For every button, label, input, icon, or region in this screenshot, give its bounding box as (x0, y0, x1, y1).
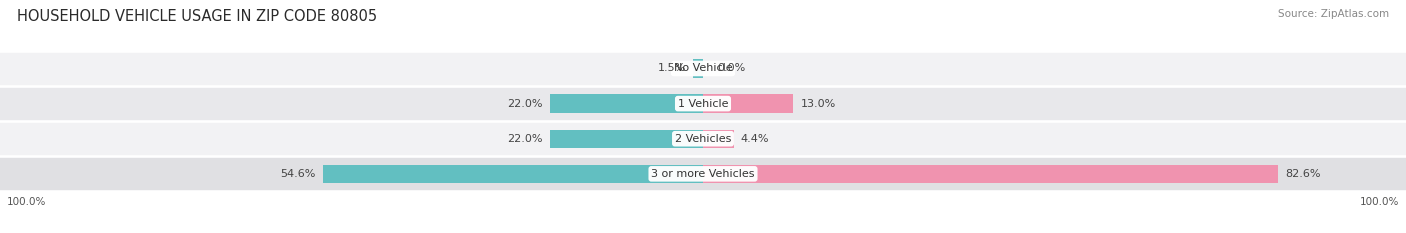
Bar (550, 94, 703, 113)
Bar (0, 123, 1406, 154)
Text: 100.0%: 100.0% (7, 197, 46, 207)
Text: 100.0%: 100.0% (1360, 197, 1399, 207)
Bar (0, 53, 1406, 84)
Text: 4.4%: 4.4% (741, 134, 769, 144)
Text: 1.5%: 1.5% (658, 63, 686, 73)
Text: Source: ZipAtlas.com: Source: ZipAtlas.com (1278, 9, 1389, 19)
Bar (693, 59, 703, 78)
Bar (703, 94, 793, 113)
Bar (0, 88, 1406, 119)
Bar (323, 165, 703, 183)
Bar (0, 158, 1406, 189)
Text: 22.0%: 22.0% (508, 134, 543, 144)
Text: 1 Vehicle: 1 Vehicle (678, 99, 728, 109)
Text: 54.6%: 54.6% (281, 169, 316, 179)
Bar (703, 165, 1278, 183)
Bar (550, 130, 703, 148)
Text: No Vehicle: No Vehicle (673, 63, 733, 73)
Text: 82.6%: 82.6% (1285, 169, 1320, 179)
Text: 0.0%: 0.0% (717, 63, 745, 73)
Text: 13.0%: 13.0% (800, 99, 835, 109)
Text: HOUSEHOLD VEHICLE USAGE IN ZIP CODE 80805: HOUSEHOLD VEHICLE USAGE IN ZIP CODE 8080… (17, 9, 377, 24)
Text: 2 Vehicles: 2 Vehicles (675, 134, 731, 144)
Bar (703, 130, 734, 148)
Text: 3 or more Vehicles: 3 or more Vehicles (651, 169, 755, 179)
Text: 22.0%: 22.0% (508, 99, 543, 109)
